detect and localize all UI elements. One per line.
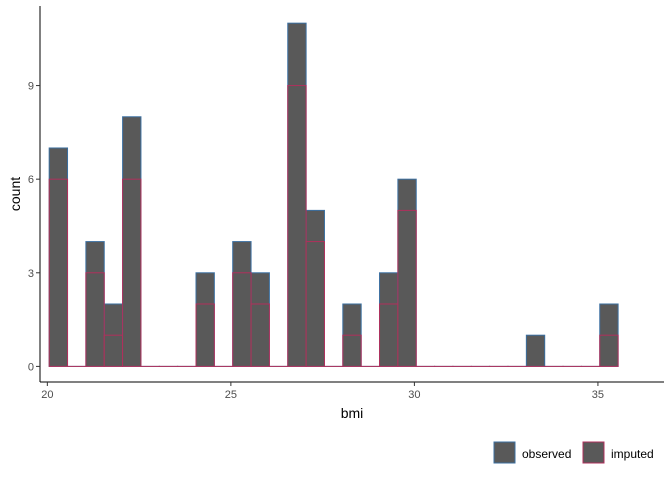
x-tick-label: 30 <box>408 389 420 401</box>
imputed-bar <box>85 272 105 367</box>
y-tick-label: 6 <box>28 174 34 186</box>
imputed-bar <box>287 85 307 367</box>
imputed-bar <box>122 178 142 367</box>
imputed-bar <box>397 209 417 367</box>
legend: observed imputed <box>493 441 654 464</box>
legend-label-imputed: imputed <box>611 447 654 461</box>
observed-bar <box>525 334 546 367</box>
legend-key-observed <box>493 441 516 464</box>
imputed-bar <box>232 272 252 367</box>
x-tick-label: 35 <box>592 389 604 401</box>
y-tick-label: 3 <box>28 268 34 280</box>
bars-layer <box>48 22 619 367</box>
legend-key-imputed <box>582 441 605 464</box>
y-axis-title: count <box>7 177 23 211</box>
y-tick-label: 9 <box>28 81 34 93</box>
imputed-bar <box>195 303 215 367</box>
imputed-bar <box>599 334 619 367</box>
imputed-bar <box>103 334 124 367</box>
imputed-bar <box>379 303 399 367</box>
y-tick-label: 0 <box>28 361 34 373</box>
imputed-bar <box>48 178 69 367</box>
x-tick-label: 20 <box>41 389 53 401</box>
ticks-layer: 20 25 30 35 0 3 6 9 <box>28 81 604 401</box>
imputed-bar <box>250 303 270 367</box>
x-tick-label: 25 <box>225 389 237 401</box>
imputed-bar <box>342 334 362 367</box>
imputed-bar <box>305 241 325 367</box>
legend-label-observed: observed <box>522 447 571 461</box>
x-axis-title: bmi <box>341 405 364 421</box>
